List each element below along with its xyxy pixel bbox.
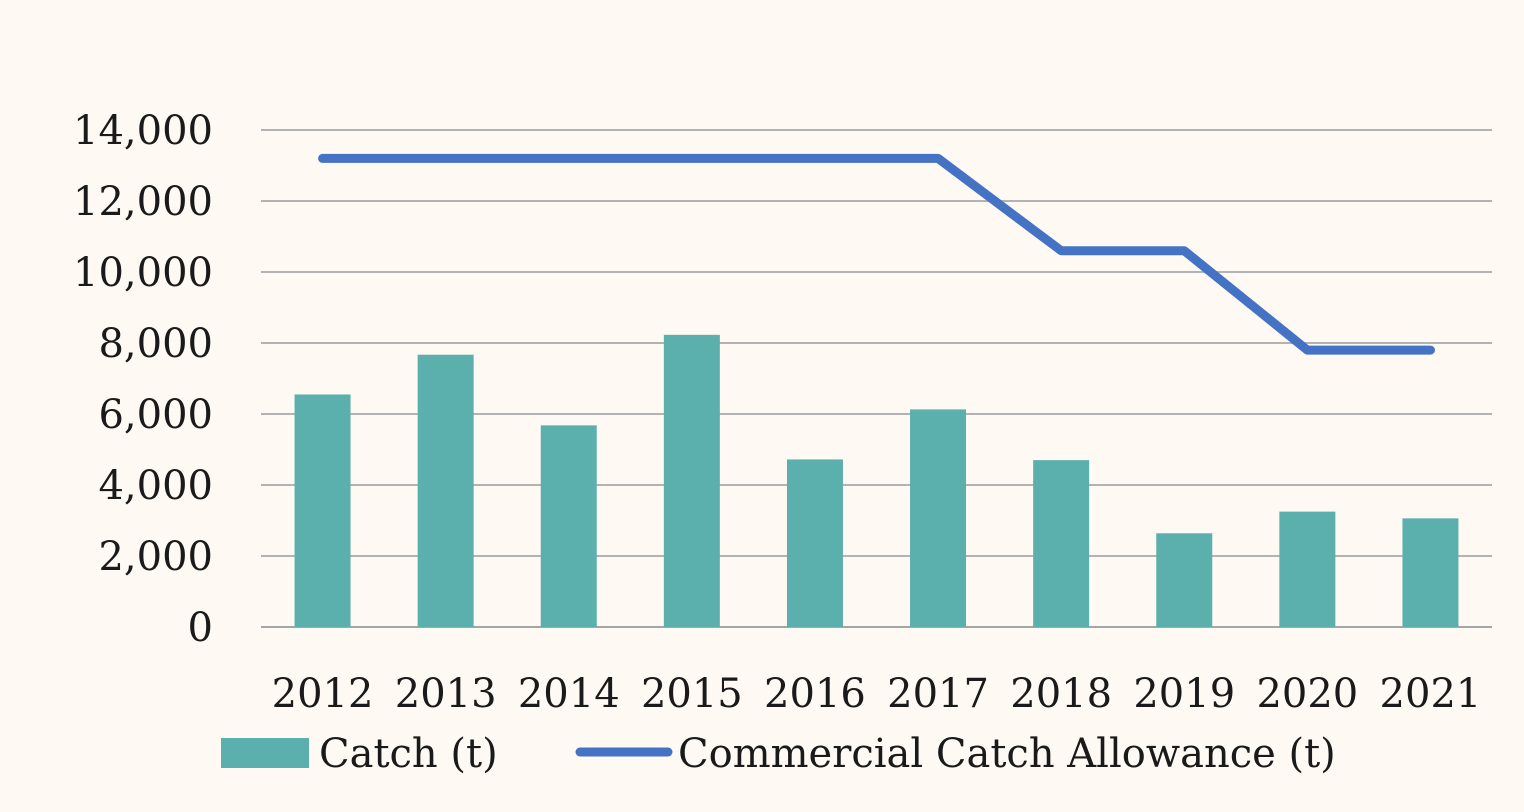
y-tick-label: 6,000	[98, 392, 213, 438]
x-tick-label: 2021	[1380, 671, 1482, 717]
bar-catch-2014	[540, 425, 597, 627]
x-tick-label: 2012	[272, 671, 374, 717]
allowance-line-group	[318, 153, 1435, 355]
y-axis-tick-labels: 0 2,000 4,000 6,000 8,000 10,000 12,000 14,000	[73, 108, 213, 651]
y-tick-label: 2,000	[98, 534, 213, 580]
bar-catch-2019	[1156, 533, 1213, 627]
x-tick-label: 2020	[1256, 671, 1358, 717]
bar-catch-2012	[294, 394, 351, 627]
bar-catch-2015	[663, 334, 720, 627]
x-axis-tick-labels: 2012 2013 2014 2015 2016 2017 2018 2019 2020 2021	[272, 671, 1482, 717]
legend-label-catch: Catch (t)	[319, 731, 498, 777]
x-tick-label: 2015	[641, 671, 743, 717]
y-tick-label: 0	[188, 605, 213, 651]
x-tick-label: 2018	[1010, 671, 1112, 717]
bar-catch-2020	[1279, 511, 1336, 627]
x-tick-label: 2019	[1133, 671, 1235, 717]
legend: Catch (t) Commercial Catch Allowance (t)	[221, 731, 1336, 777]
x-tick-label: 2014	[518, 671, 620, 717]
y-tick-label: 12,000	[73, 179, 213, 225]
bar-catch-2021	[1402, 518, 1459, 627]
legend-label-allowance: Commercial Catch Allowance (t)	[678, 731, 1336, 777]
x-tick-label: 2013	[395, 671, 497, 717]
y-tick-label: 4,000	[98, 463, 213, 509]
bar-catch-2016	[786, 459, 843, 627]
y-tick-label: 10,000	[73, 250, 213, 296]
bar-catch-2018	[1033, 460, 1090, 627]
bar-catch-2017	[910, 409, 967, 627]
legend-swatch-catch	[221, 738, 309, 768]
y-tick-label: 14,000	[73, 108, 213, 154]
catch-bars	[294, 334, 1459, 627]
x-tick-label: 2016	[764, 671, 866, 717]
x-tick-label: 2017	[887, 671, 989, 717]
line-commercial-catch-allowance	[318, 153, 1435, 355]
bar-catch-2013	[417, 354, 474, 627]
y-tick-label: 8,000	[98, 321, 213, 367]
